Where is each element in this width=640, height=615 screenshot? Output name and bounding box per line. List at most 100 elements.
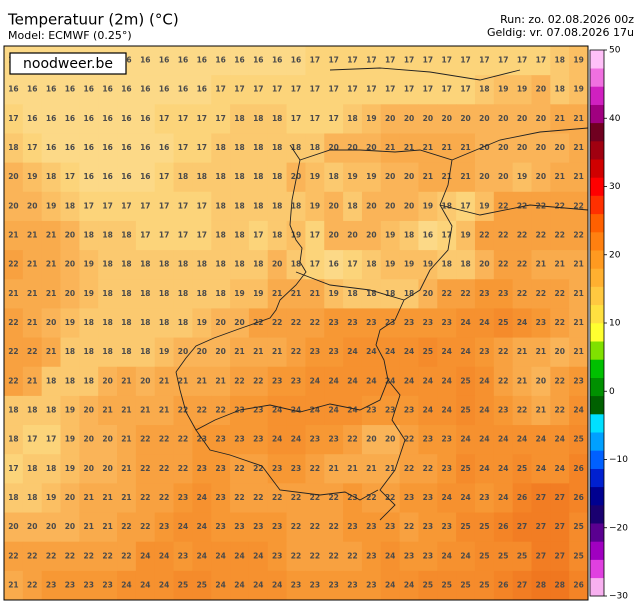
temp-value: 23 [328, 435, 338, 444]
temp-value: 20 [328, 231, 338, 240]
temp-cell [117, 366, 137, 397]
colorbar-step [590, 486, 604, 506]
temp-cell [456, 308, 476, 339]
temp-value: 24 [159, 551, 169, 560]
temp-value: 24 [272, 580, 282, 589]
colorbar-step [590, 268, 604, 287]
temp-cell [456, 541, 476, 572]
temp-value: 22 [498, 231, 508, 240]
temp-value: 17 [121, 201, 131, 210]
temp-cell [135, 454, 156, 484]
colorbar-tick-label: 20 [609, 250, 621, 260]
temp-cell [399, 191, 419, 222]
temp-value: 21 [159, 376, 169, 385]
temp-cell [117, 250, 137, 280]
temp-cell [286, 133, 306, 164]
temp-value: 20 [234, 318, 244, 327]
temp-cell [550, 454, 570, 484]
temp-value: 18 [84, 347, 94, 356]
temp-value: 23 [291, 580, 301, 589]
temp-cell [230, 570, 250, 601]
temp-value: 20 [8, 201, 18, 210]
temp-cell [248, 191, 269, 222]
temp-cell [569, 133, 589, 164]
temp-value: 16 [102, 172, 112, 181]
temp-value: 17 [140, 231, 150, 240]
temp-value: 22 [65, 551, 75, 560]
logo-box [9, 52, 127, 75]
temp-value: 24 [347, 347, 357, 356]
temp-value: 27 [536, 493, 546, 502]
temp-cell [192, 483, 212, 514]
temp-value: 23 [404, 405, 414, 414]
colorbar-tick-label: 10 [609, 319, 621, 329]
temp-cell [230, 279, 250, 309]
temp-cell [380, 75, 401, 105]
temp-value: 20 [423, 289, 433, 298]
temp-cell [324, 483, 344, 514]
temp-value: 20 [536, 143, 546, 152]
temp-cell [418, 308, 438, 339]
temp-value: 19 [310, 201, 320, 210]
temp-cell [154, 454, 175, 484]
temp-cell [493, 512, 514, 543]
colorbar-tick-label: −20 [609, 523, 628, 533]
temp-cell [418, 541, 438, 572]
temp-cell [4, 483, 24, 514]
temp-cell [98, 483, 118, 514]
temp-value: 16 [46, 114, 56, 123]
temp-cell [474, 425, 495, 455]
temp-value: 21 [366, 464, 376, 473]
temp-value: 22 [197, 405, 207, 414]
temp-cell [305, 133, 325, 164]
temp-value: 23 [347, 493, 357, 502]
temp-value: 18 [555, 56, 565, 65]
temp-value: 19 [310, 172, 320, 181]
temp-value: 25 [479, 522, 489, 531]
temp-value: 24 [140, 551, 150, 560]
temp-value: 18 [347, 201, 357, 210]
temp-value: 25 [479, 580, 489, 589]
temp-value: 23 [366, 318, 376, 327]
temp-value: 24 [479, 318, 489, 327]
temp-cell [211, 395, 231, 426]
temp-value: 22 [573, 231, 583, 240]
temp-value: 18 [441, 201, 451, 210]
temp-value: 21 [121, 435, 131, 444]
temp-cell [380, 104, 401, 134]
temp-cell [4, 308, 24, 339]
temp-value: 17 [310, 85, 320, 94]
temp-cell [399, 454, 419, 484]
temp-cell [135, 541, 156, 572]
temp-value: 24 [215, 580, 225, 589]
temp-value: 18 [291, 260, 301, 269]
temp-cell [173, 366, 193, 397]
temp-value: 23 [46, 580, 56, 589]
temp-cell [531, 483, 551, 514]
temp-value: 23 [366, 551, 376, 560]
temp-value: 21 [46, 347, 56, 356]
temp-cell [399, 541, 419, 572]
temp-value: 21 [197, 376, 207, 385]
temp-value: 20 [197, 347, 207, 356]
temp-cell [437, 425, 457, 455]
temp-cell [531, 337, 551, 368]
temp-cell [60, 454, 80, 484]
temp-value: 21 [27, 376, 37, 385]
temp-cell [474, 308, 495, 339]
temp-value: 18 [253, 201, 263, 210]
temp-value: 23 [423, 435, 433, 444]
colorbar-step [590, 250, 604, 269]
temp-cell [418, 570, 438, 601]
temp-value: 17 [310, 114, 320, 123]
temp-value: 18 [328, 172, 338, 181]
temp-value: 20 [366, 435, 376, 444]
temp-cell [22, 75, 43, 105]
temp-cell [418, 162, 438, 193]
colorbar-step [590, 68, 604, 87]
temp-value: 27 [517, 580, 527, 589]
temp-cell [154, 541, 175, 572]
temp-value: 24 [366, 347, 376, 356]
temp-value: 20 [27, 201, 37, 210]
temp-value: 20 [46, 318, 56, 327]
